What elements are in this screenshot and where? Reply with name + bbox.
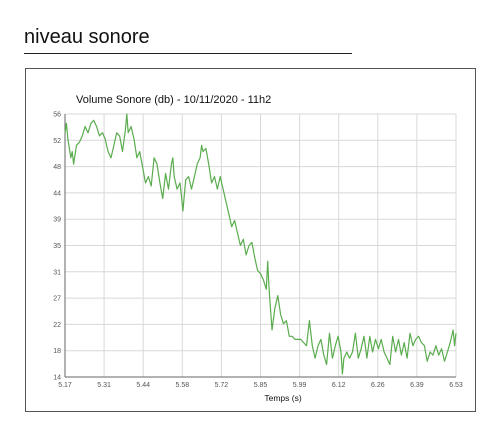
x-tick-label: 6.39: [410, 382, 424, 389]
plot-area: [64, 113, 457, 375]
x-tick-label: 5.99: [293, 382, 307, 389]
chart-title: Volume Sonore (db) - 10/11/2020 - 11h2: [76, 94, 271, 106]
line-chart: Volume Sonore (db) - 10/11/2020 - 11h2 T…: [53, 94, 463, 403]
x-tick-label: 6.26: [371, 382, 385, 389]
x-axis-ticks: 5.17 5.31 5.44 5.58 5.72 5.85 5.99 6.12 6.26 6.39…: [58, 382, 463, 389]
y-axis-ticks: 14 18 22 27 31 35 39 44 48 52 56: [53, 112, 61, 382]
y-tick-label: 14: [53, 375, 61, 382]
y-tick-label: 39: [53, 217, 61, 224]
x-tick-label: 5.44: [136, 382, 150, 389]
series-line: [64, 113, 457, 375]
page-title: niveau sonore: [24, 26, 150, 48]
x-tick-label: 6.12: [332, 382, 346, 389]
x-tick-label: 5.72: [215, 382, 229, 389]
title-divider: [24, 53, 352, 54]
x-tick-label: 6.53: [449, 382, 463, 389]
y-tick-label: 31: [53, 269, 61, 276]
y-tick-label: 35: [53, 243, 61, 250]
x-tick-label: 5.58: [175, 382, 189, 389]
x-tick-label: 5.17: [58, 382, 72, 389]
x-tick-label: 5.85: [254, 382, 268, 389]
chart-panel: Volume Sonore (db) - 10/11/2020 - 11h2 T…: [25, 68, 476, 412]
y-tick-label: 44: [53, 190, 61, 197]
y-tick-label: 56: [53, 112, 61, 119]
y-tick-label: 18: [53, 348, 61, 355]
x-tick-label: 5.31: [97, 382, 111, 389]
y-tick-label: 27: [53, 296, 61, 303]
x-axis-label: Temps (s): [264, 393, 301, 403]
y-tick-label: 48: [53, 164, 61, 171]
y-tick-label: 52: [53, 138, 61, 145]
y-tick-label: 22: [53, 322, 61, 329]
grid-lines: [64, 113, 457, 378]
